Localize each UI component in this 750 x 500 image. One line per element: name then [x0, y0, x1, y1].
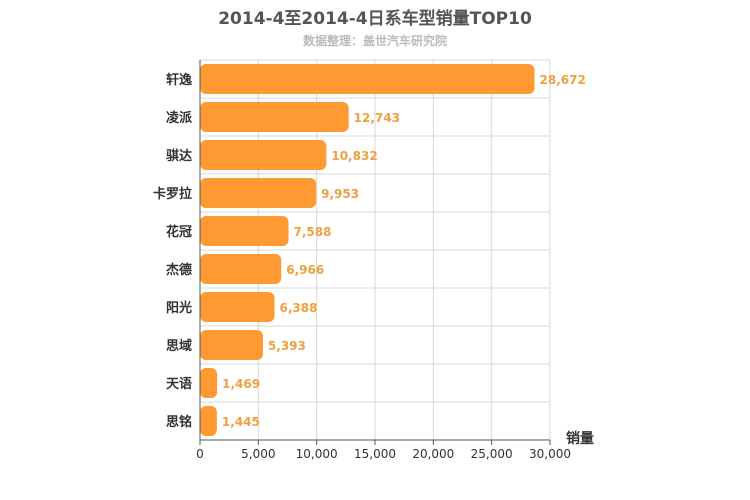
bar	[200, 254, 282, 284]
data-label: 28,672	[540, 73, 586, 87]
data-label: 9,953	[321, 187, 359, 201]
data-labels: 28,672 12,743 10,832 9,953 7,588 6,966 6,388 5,…	[222, 73, 586, 429]
data-label: 1,469	[222, 377, 260, 391]
category-label: 思域	[166, 338, 192, 354]
x-tick-label: 15,000	[354, 447, 396, 461]
data-label: 6,388	[280, 301, 318, 315]
category-label: 杰德	[166, 262, 192, 278]
x-tick-label: 30,000	[529, 447, 571, 461]
category-label: 花冠	[166, 224, 192, 240]
x-tick-label: 5,000	[241, 447, 275, 461]
category-label: 卡罗拉	[153, 186, 192, 202]
chart-title: 2014-4至2014-4日系车型销量TOP10	[218, 9, 532, 29]
bars	[200, 64, 535, 436]
data-label: 12,743	[354, 111, 400, 125]
category-label: 凌派	[166, 110, 193, 126]
data-label: 10,832	[331, 149, 377, 163]
bar	[200, 216, 289, 246]
x-tick-label: 0	[196, 447, 204, 461]
bar	[200, 368, 218, 398]
bar	[200, 140, 327, 170]
bar	[200, 292, 275, 322]
x-tick-label: 20,000	[412, 447, 454, 461]
x-tick-label: 25,000	[471, 447, 513, 461]
category-label: 轩逸	[166, 72, 192, 88]
bar	[200, 64, 535, 94]
bar	[200, 178, 317, 208]
gridlines	[200, 59, 551, 441]
x-axis-ticks: 0 5,000 10,000 15,000 20,000 25,000 30,000	[196, 440, 571, 461]
data-label: 5,393	[268, 339, 306, 353]
bar	[200, 102, 349, 132]
data-label: 1,445	[222, 415, 260, 429]
bar	[200, 330, 263, 360]
category-label: 阳光	[166, 300, 192, 316]
category-label: 天语	[166, 377, 192, 392]
x-tick-label: 10,000	[296, 447, 338, 461]
x-axis-title: 销量	[566, 430, 594, 447]
data-label: 7,588	[294, 225, 332, 239]
bar	[200, 406, 217, 436]
chart-subtitle: 数据整理：盖世汽车研究院	[302, 34, 447, 48]
category-label: 思铭	[166, 414, 192, 430]
category-label: 骐达	[166, 148, 192, 164]
data-label: 6,966	[286, 263, 324, 277]
